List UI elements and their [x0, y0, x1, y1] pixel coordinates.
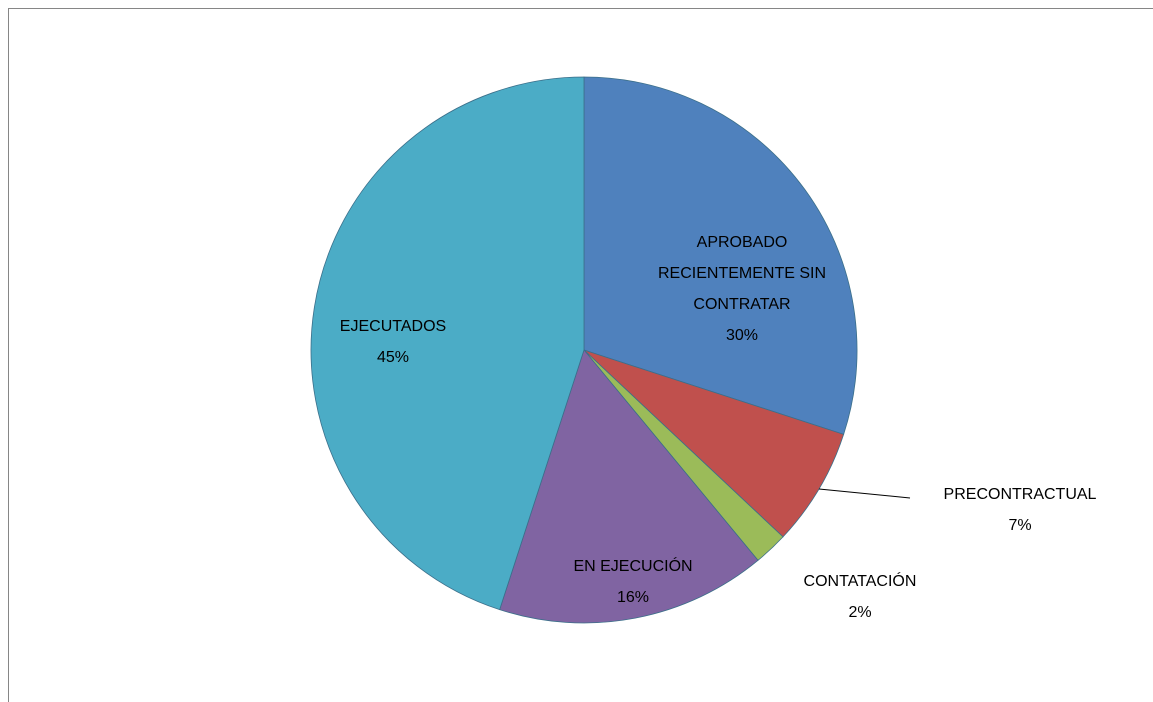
value-label: 7% — [1008, 517, 1032, 534]
chart-frame — [8, 8, 1153, 702]
value-label: 45% — [376, 349, 410, 366]
data-label: APROBADO RECIENTEMENTE SIN CONTRATAR 30% — [657, 227, 827, 351]
value-label: 16% — [616, 589, 650, 606]
pie-slice — [583, 349, 845, 538]
leader-line — [818, 488, 911, 499]
category-label: PRECONTRACTUAL — [943, 486, 1097, 503]
data-label: PRECONTRACTUAL 7% — [935, 479, 1105, 541]
category-label: APROBADO RECIENTEMENTE SIN CONTRATAR — [657, 234, 826, 313]
category-label: EN EJECUCIÓN — [573, 558, 693, 575]
pie-slice — [583, 76, 858, 435]
value-label: 30% — [725, 327, 759, 344]
data-label: EN EJECUCIÓN 16% — [548, 551, 718, 613]
value-label: 2% — [848, 604, 872, 621]
pie-slice — [499, 349, 759, 624]
category-label: EJECUTADOS — [339, 318, 447, 335]
category-label: CONTATACIÓN — [803, 573, 917, 590]
data-label: CONTATACIÓN 2% — [775, 566, 945, 628]
pie-slice — [310, 76, 585, 611]
data-label: EJECUTADOS 45% — [308, 311, 478, 373]
